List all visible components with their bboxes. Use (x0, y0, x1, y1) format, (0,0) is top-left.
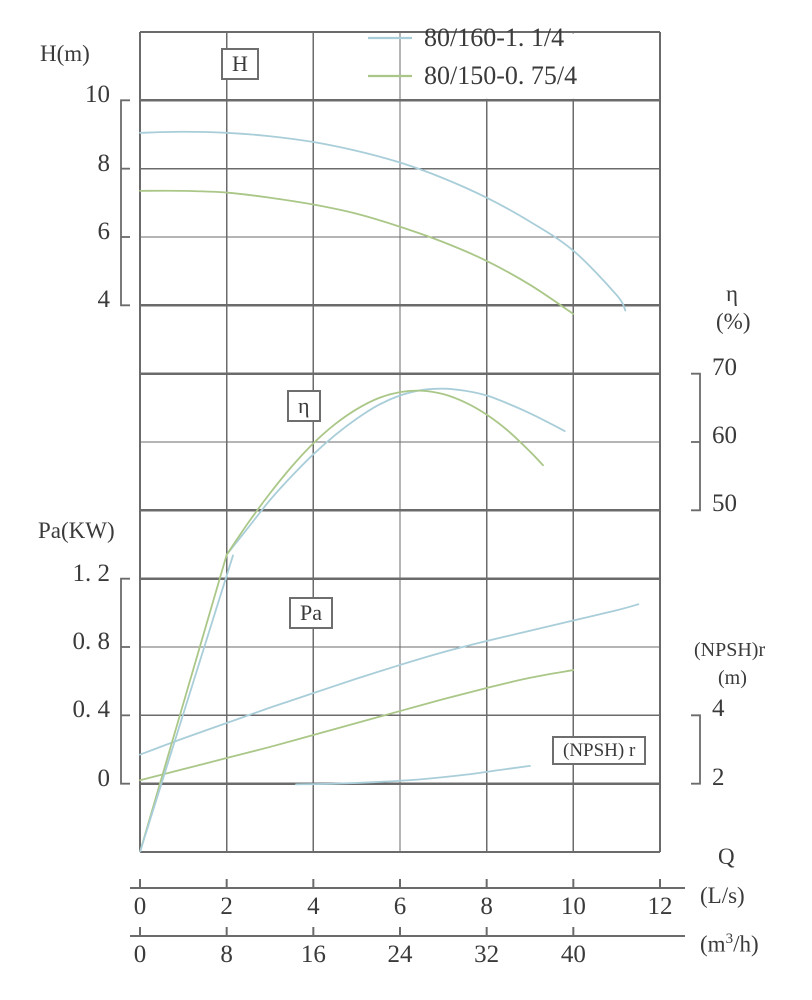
legend-item-0-label: 80/160-1. 1/4 (424, 23, 565, 52)
npsh-axis-rail (691, 714, 701, 785)
h-axis-tick-label-3: 4 (97, 286, 111, 314)
m3h-suffix: /h) (733, 931, 759, 957)
eta-axis-title-symbol: η (726, 281, 739, 306)
pa-axis-tick-label-3: 0 (97, 764, 111, 792)
eta-axis-tick-label-2: 50 (712, 490, 737, 518)
q-axis-unit-m3h: (m3/h) (700, 931, 759, 957)
legend-item-1-label: 80/150-0. 75/4 (424, 61, 578, 90)
curve-Pa-5 (139, 669, 575, 782)
pa-axis-tick-label-2: 0. 4 (72, 696, 111, 724)
npsh-axis-title: (NPSH)r (694, 639, 766, 661)
eta-axis-tick-label-1: 60 (712, 422, 737, 449)
axis-layer (120, 36, 701, 937)
curve-layer (139, 130, 640, 853)
curve-group-label-pa: Pa (289, 597, 333, 629)
curve-H-0 (139, 130, 627, 312)
eta-leader-1 (139, 554, 235, 853)
q-ruler-m3h-label-0: 0 (133, 941, 147, 968)
curve-group-label-h: H (221, 48, 259, 80)
pa-axis-tick-label-0: 1. 2 (72, 559, 111, 587)
q-ruler-m3h-label-1: 8 (220, 941, 233, 968)
curve-eta-2 (225, 387, 566, 556)
h-axis-tick-label-1: 8 (97, 149, 111, 177)
q-ruler-ls-label-5: 10 (560, 893, 586, 920)
grid-layer (138, 30, 662, 854)
h-axis-tick-label-0: 10 (85, 81, 110, 109)
curve-eta-3 (225, 389, 544, 556)
pa-axis-tick-label-1: 0. 8 (72, 628, 111, 655)
h-axis-tick-label-2: 6 (97, 218, 111, 245)
q-ruler-m3h-label-4: 32 (474, 941, 500, 968)
curve-NPSH-6 (295, 765, 531, 786)
q-ruler-ls-label-3: 6 (393, 893, 407, 920)
pa-axis-rail (120, 577, 130, 785)
h-axis-rail (120, 99, 130, 307)
m3h-exponent: 3 (725, 931, 734, 947)
q-ruler-m3h-label-5: 40 (560, 941, 586, 968)
eta-axis-tick-label-0: 70 (712, 353, 737, 381)
q-ruler-ls-label-2: 4 (307, 893, 320, 920)
eta-leader-0 (139, 554, 228, 853)
q-ruler-m3h-label-3: 24 (387, 941, 413, 968)
q-ruler-ls-label-4: 8 (480, 893, 493, 920)
q-ruler-ls-label-0: 0 (133, 893, 147, 920)
q-ruler-ls-label-6: 12 (647, 893, 673, 920)
h-axis-title: H(m) (40, 41, 90, 66)
m3h-prefix: (m (700, 931, 726, 957)
q-ruler-m3h-label-2: 16 (300, 941, 326, 968)
eta-axis-title-unit: (%) (716, 309, 751, 334)
npsh-axis-unit: (m) (718, 667, 747, 689)
npsh-axis-tick-label-0: 4 (712, 695, 725, 723)
q-axis-unit-ls: (L/s) (700, 883, 745, 908)
curve-group-label-npsh: (NPSH) r (552, 736, 647, 765)
curve-group-label-eta: η (287, 390, 321, 422)
curve-H-1 (139, 189, 575, 315)
pa-axis-title: Pa(KW) (38, 518, 115, 543)
q-ruler-ls-label-1: 2 (220, 893, 233, 920)
curve-Pa-4 (139, 603, 640, 756)
npsh-axis-tick-label-1: 2 (712, 763, 725, 791)
q-axis-title: Q (718, 844, 735, 869)
